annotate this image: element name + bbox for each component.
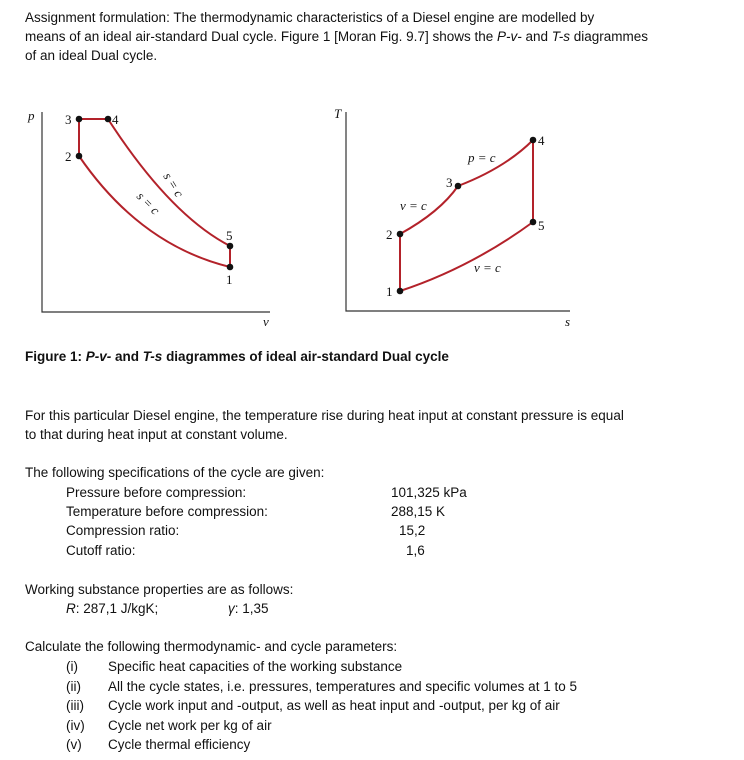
spec-value-compression-ratio: 15,2 [399, 523, 426, 538]
ts-point-4 [529, 136, 537, 144]
ts-label-3: 3 [446, 175, 453, 190]
ts-label-1: 1 [386, 284, 393, 299]
pv-point-4 [104, 115, 112, 123]
figure-1-diagrams: p v 3 4 2 5 1 s = c s = c T s 1 2 3 [27, 106, 570, 329]
task-text-5: Cycle thermal efficiency [108, 737, 251, 752]
ts-x-axis-label: s [565, 314, 570, 329]
pv-term: P-v- [496, 29, 522, 44]
task-text-2: All the cycle states, i.e. pressures, te… [108, 679, 577, 694]
r-value: : 287,1 J/kgK; [75, 601, 159, 616]
ts-state-points [396, 136, 537, 295]
pv-point-3 [75, 115, 83, 123]
ts-label-4: 4 [538, 133, 545, 148]
pv-point-1 [226, 263, 234, 271]
intro-text: means of an ideal air-standard Dual cycl… [25, 29, 497, 44]
ts-label-v-const-23: v = c [400, 198, 427, 213]
caption-prefix: Figure 1: [25, 349, 86, 364]
paragraph-line-2: to that during heat input at constant vo… [25, 427, 288, 442]
pv-label-3: 3 [65, 112, 72, 127]
pv-state-points [75, 115, 234, 271]
pv-diagram: p v 3 4 2 5 1 s = c s = c [27, 108, 270, 329]
ts-point-2 [396, 230, 404, 238]
ts-diagram: T s 1 2 3 4 5 v = c p = c v = c [334, 106, 570, 329]
task-text-1: Specific heat capacities of the working … [108, 659, 403, 674]
ts-axes [345, 112, 570, 312]
task-text-4: Cycle net work per kg of air [108, 718, 272, 733]
spec-label-cutoff-ratio: Cutoff ratio: [66, 543, 136, 558]
task-number-3: (iii) [66, 698, 84, 713]
caption-rest: diagrammes of ideal air-standard Dual cy… [162, 349, 449, 364]
ts-cycle-path [399, 137, 534, 292]
figure-caption: Figure 1: P-v- and T-s diagrammes of ide… [25, 347, 449, 366]
ts-label-5: 5 [538, 218, 545, 233]
ts-y-axis-label: T [334, 106, 342, 121]
spec-label-compression-ratio: Compression ratio: [66, 523, 180, 538]
pv-x-axis-label: v [263, 314, 269, 329]
paragraph-line-1: For this particular Diesel engine, the t… [25, 408, 624, 423]
pv-label-2: 2 [65, 149, 72, 164]
caption-and: and [111, 349, 143, 364]
spec-label-temperature: Temperature before compression: [66, 504, 268, 519]
pv-label-4: 4 [112, 112, 119, 127]
gamma-value: : 1,35 [234, 601, 269, 616]
task-number-1: (i) [66, 659, 78, 674]
caption-ts: T-s [142, 349, 163, 364]
task-text-3: Cycle work input and -output, as well as… [108, 698, 560, 713]
gamma-symbol: γ [228, 601, 235, 616]
specs-heading: The following specifications of the cycl… [25, 465, 325, 480]
caption-pv: P-v- [85, 349, 112, 364]
spec-value-cutoff-ratio: 1,6 [406, 543, 425, 558]
pv-label-5: 5 [226, 228, 233, 243]
intro-line-3: of an ideal Dual cycle. [25, 48, 158, 63]
spec-label-pressure: Pressure before compression: [66, 485, 247, 500]
ts-label-v-const-51: v = c [474, 260, 501, 275]
task-number-5: (v) [66, 737, 82, 752]
diagrammes-text: diagrammes [570, 29, 649, 44]
r-symbol: R [66, 601, 76, 616]
properties-heading: Working substance properties are as foll… [25, 582, 294, 597]
property-r: R: 287,1 J/kgK; [66, 599, 158, 618]
pv-point-5 [226, 242, 234, 250]
ts-point-5 [529, 218, 537, 226]
ts-term: T-s [551, 29, 571, 44]
ts-label-p-const-34: p = c [467, 150, 496, 165]
pv-label-1: 1 [226, 272, 233, 287]
tasks-heading: Calculate the following thermodynamic- a… [25, 639, 398, 654]
ts-label-2: 2 [386, 227, 393, 242]
spec-value-pressure: 101,325 kPa [391, 485, 467, 500]
spec-value-temperature: 288,15 K [391, 504, 446, 519]
pv-axes [41, 112, 270, 313]
pv-cycle-path [78, 118, 231, 269]
ts-point-3 [454, 182, 462, 190]
task-number-4: (iv) [66, 718, 85, 733]
property-gamma: γ: 1,35 [228, 599, 269, 618]
pv-isentrope-upper-label: s = c [160, 170, 187, 200]
ts-point-1 [396, 287, 404, 295]
and-text: and [521, 29, 552, 44]
intro-line-2: means of an ideal air-standard Dual cycl… [25, 27, 648, 46]
pv-y-axis-label: p [27, 108, 35, 123]
pv-point-2 [75, 152, 83, 160]
task-number-2: (ii) [66, 679, 81, 694]
pv-isentrope-lower-label: s = c [134, 189, 163, 218]
intro-line-1: Assignment formulation: The thermodynami… [25, 10, 595, 25]
